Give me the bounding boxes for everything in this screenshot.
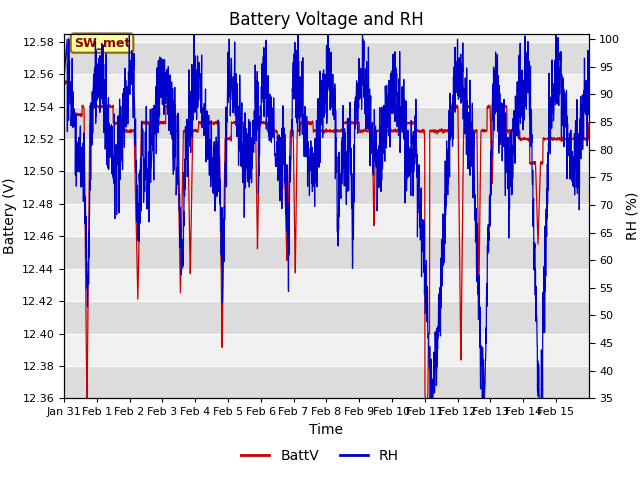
Bar bbox=[64, 366, 589, 398]
Bar bbox=[64, 236, 589, 269]
Legend: BattV, RH: BattV, RH bbox=[236, 443, 404, 468]
Bar bbox=[64, 74, 589, 107]
Y-axis label: RH (%): RH (%) bbox=[626, 192, 640, 240]
Text: SW_met: SW_met bbox=[74, 36, 130, 49]
Bar bbox=[64, 334, 589, 366]
Bar bbox=[64, 171, 589, 204]
Bar bbox=[64, 269, 589, 301]
Y-axis label: Battery (V): Battery (V) bbox=[3, 178, 17, 254]
X-axis label: Time: Time bbox=[309, 423, 344, 437]
Title: Battery Voltage and RH: Battery Voltage and RH bbox=[229, 11, 424, 29]
Bar bbox=[64, 301, 589, 334]
Bar bbox=[64, 42, 589, 74]
Bar bbox=[64, 204, 589, 236]
Bar bbox=[64, 139, 589, 171]
Bar bbox=[64, 107, 589, 139]
